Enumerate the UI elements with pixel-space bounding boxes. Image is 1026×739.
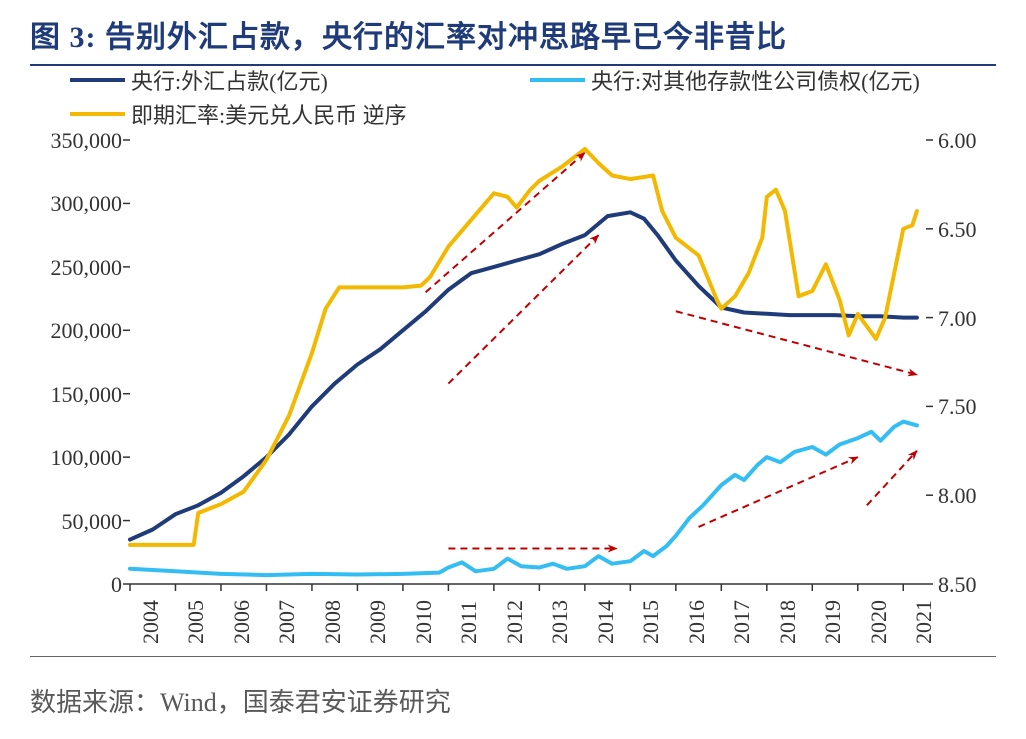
plot-region: 2004 2005 2006 2007 2008 2009 2010 2011 2012 2013… (30, 140, 996, 656)
x-tick-label: 2010 (411, 600, 437, 644)
chart-area: 央行:外汇占款(亿元) 央行:对其他存款性公司债权(亿元) 即期汇率:美元兑人民… (30, 60, 996, 657)
x-tick-label: 2013 (547, 600, 573, 644)
y-left-tick-label: 300,000 (32, 191, 122, 217)
y-right-tick-label: 7.00 (938, 306, 998, 332)
x-tick-label: 2014 (593, 600, 619, 644)
x-tick-label: 2009 (365, 600, 391, 644)
x-tick-label: 2004 (138, 600, 164, 644)
annotation-arrow (676, 311, 917, 374)
chart-title: 图 3: 告别外汇占款，央行的汇率对冲思路早已今非昔比 (30, 12, 996, 56)
legend: 央行:外汇占款(亿元) 央行:对其他存款性公司债权(亿元) 即期汇率:美元兑人民… (70, 64, 976, 134)
legend-item-claims: 央行:对其他存款性公司债权(亿元) (530, 64, 920, 96)
legend-label: 即期汇率:美元兑人民币 逆序 (131, 98, 407, 130)
series-claims_depository (130, 422, 917, 575)
legend-label: 央行:外汇占款(亿元) (131, 64, 328, 96)
x-tick-label: 2005 (183, 600, 209, 644)
title-bar: 图 3: 告别外汇占款，央行的汇率对冲思路早已今非昔比 (30, 8, 996, 66)
legend-item-usdcny: 即期汇率:美元兑人民币 逆序 (70, 98, 407, 130)
y-left-tick-label: 350,000 (32, 128, 122, 154)
annotation-arrow (699, 457, 858, 527)
x-tick-label: 2020 (866, 600, 892, 644)
source-caption: 数据来源：Wind，国泰君安证券研究 (30, 682, 451, 719)
plot-svg (30, 140, 996, 656)
x-tick-label: 2008 (320, 600, 346, 644)
y-right-tick-label: 6.50 (938, 217, 998, 243)
figure-container: 图 3: 告别外汇占款，央行的汇率对冲思路早已今非昔比 央行:外汇占款(亿元) … (0, 0, 1026, 739)
x-tick-label: 2017 (729, 600, 755, 644)
series-fx_reserves (130, 212, 917, 539)
series-usdcny_inv (130, 149, 917, 545)
x-tick-label: 2018 (775, 600, 801, 644)
y-left-tick-label: 50,000 (32, 509, 122, 535)
y-left-tick-label: 0 (32, 572, 122, 598)
y-left-tick-label: 250,000 (32, 255, 122, 281)
legend-item-fx-reserves: 央行:外汇占款(亿元) (70, 64, 328, 96)
x-tick-label: 2007 (274, 600, 300, 644)
y-right-tick-label: 8.50 (938, 572, 998, 598)
y-left-tick-label: 200,000 (32, 318, 122, 344)
annotation-arrow (867, 451, 917, 506)
legend-label: 央行:对其他存款性公司债权(亿元) (591, 64, 920, 96)
y-right-tick-label: 8.00 (938, 483, 998, 509)
x-tick-label: 2015 (638, 600, 664, 644)
y-right-tick-label: 7.50 (938, 394, 998, 420)
x-tick-label: 2019 (820, 600, 846, 644)
x-tick-label: 2021 (911, 600, 937, 644)
x-tick-label: 2011 (456, 601, 482, 644)
x-tick-label: 2006 (229, 600, 255, 644)
y-left-tick-label: 100,000 (32, 445, 122, 471)
legend-swatch-usdcny (70, 112, 125, 116)
x-tick-label: 2012 (502, 600, 528, 644)
legend-swatch-claims (530, 78, 585, 82)
legend-swatch-fx (70, 78, 125, 82)
y-left-tick-label: 150,000 (32, 382, 122, 408)
x-tick-label: 2016 (684, 600, 710, 644)
y-right-tick-label: 6.00 (938, 128, 998, 154)
